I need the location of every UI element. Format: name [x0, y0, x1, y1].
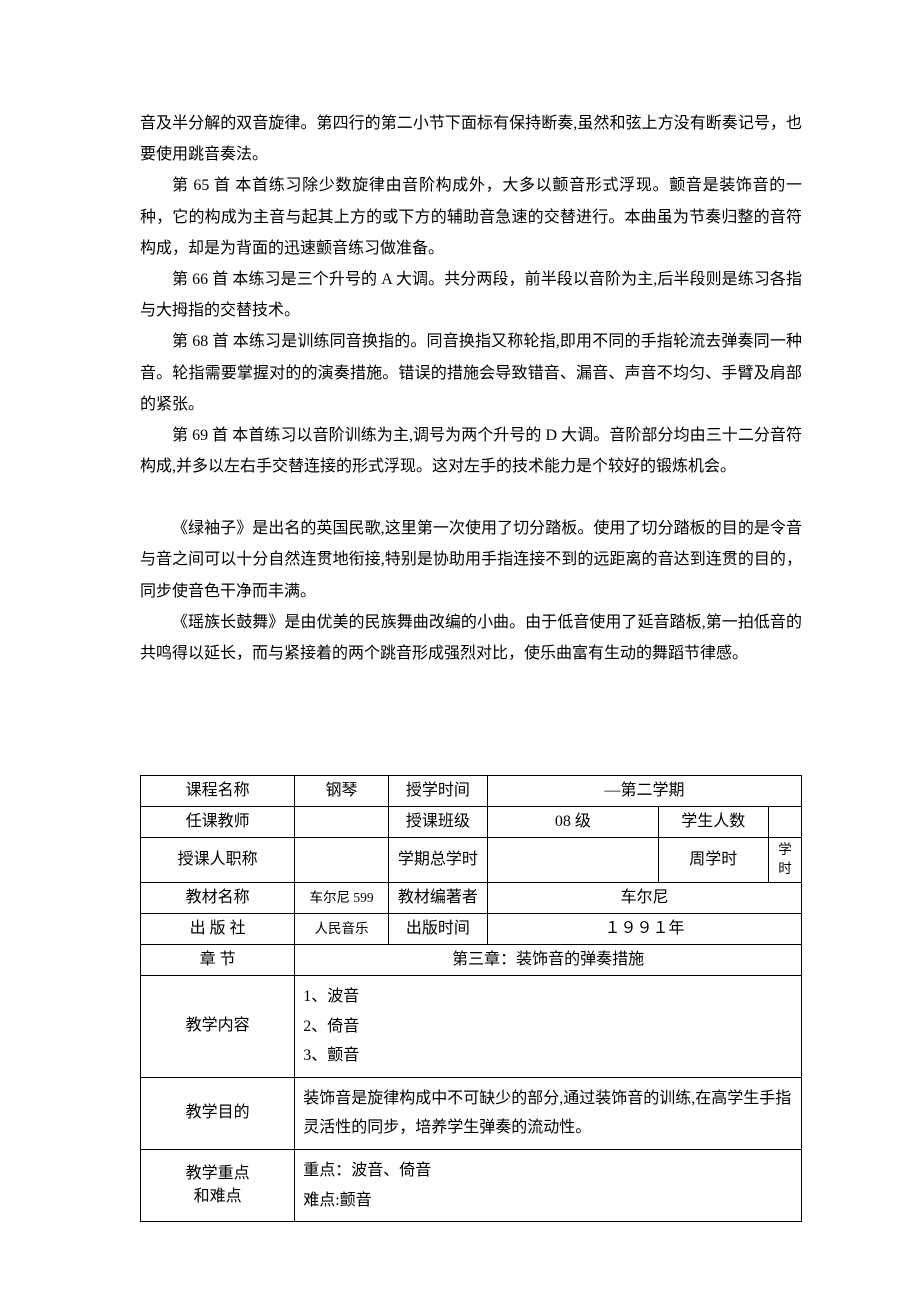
- paragraph-piece-69: 第 69 首 本首练习以音阶训练为主,调号为两个升号的 D 大调。音阶部分均由三…: [140, 420, 802, 482]
- cell-teach-time-label: 授学时间: [388, 776, 487, 807]
- cell-week-hours-label: 周学时: [658, 838, 768, 883]
- table-row: 教材名称 车尔尼 599 教材编著者 车尔尼: [141, 882, 802, 913]
- cell-total-hours-label: 学期总学时: [388, 838, 487, 883]
- table-row: 课程名称 钢琴 授学时间 —第二学期: [141, 776, 802, 807]
- cell-teacher-label: 任课教师: [141, 807, 295, 838]
- cell-chapter-value: 第三章：装饰音的弹奏措施: [295, 944, 802, 975]
- cell-title-label: 授课人职称: [141, 838, 295, 883]
- cell-teacher-value: [295, 807, 389, 838]
- cell-author-value: 车尔尼: [487, 882, 801, 913]
- cell-publisher-label: 出 版 社: [141, 913, 295, 944]
- cell-course-name-value: 钢琴: [295, 776, 389, 807]
- table-row: 授课人职称 学期总学时 周学时 学时: [141, 838, 802, 883]
- course-info-table: 课程名称 钢琴 授学时间 —第二学期 任课教师 授课班级 08 级 学生人数 授…: [140, 775, 802, 1222]
- table-row: 教学内容 1、波音2、倚音3、颤音: [141, 975, 802, 1077]
- paragraph-continuation: 音及半分解的双音旋律。第四行的第二小节下面标有保持断奏,虽然和弦上方没有断奏记号…: [140, 108, 802, 170]
- table-row: 教学目的 装饰音是旋律构成中不可缺少的部分,通过装饰音的训练,在高学生手指灵活性…: [141, 1077, 802, 1149]
- cell-student-count-label: 学生人数: [658, 807, 768, 838]
- cell-pubtime-label: 出版时间: [388, 913, 487, 944]
- paragraph-greensleeves: 《绿袖子》是出名的英国民歌,这里第一次使用了切分踏板。使用了切分踏板的目的是令音…: [140, 513, 802, 607]
- cell-class-value: 08 级: [487, 807, 658, 838]
- cell-total-hours-value: [487, 838, 658, 883]
- cell-textbook-label: 教材名称: [141, 882, 295, 913]
- cell-textbook-value: 车尔尼 599: [295, 882, 389, 913]
- cell-course-name-label: 课程名称: [141, 776, 295, 807]
- paragraph-piece-65: 第 65 首 本首练习除少数旋律由音阶构成外，大多以颤音形式浮现。颤音是装饰音的…: [140, 170, 802, 264]
- cell-keypoints-label: 教学重点和难点: [141, 1149, 295, 1221]
- cell-objective-value: 装饰音是旋律构成中不可缺少的部分,通过装饰音的训练,在高学生手指灵活性的同步，培…: [295, 1077, 802, 1149]
- cell-chapter-label: 章 节: [141, 944, 295, 975]
- cell-publisher-value: 人民音乐: [295, 913, 389, 944]
- cell-keypoints-value: 重点：波音、倚音难点:颤音: [295, 1149, 802, 1221]
- cell-class-label: 授课班级: [388, 807, 487, 838]
- cell-pubtime-value: １９９１年: [487, 913, 801, 944]
- paragraph-piece-68: 第 68 首 本练习是训练同音换指的。同音换指又称轮指,即用不同的手指轮流去弹奏…: [140, 326, 802, 420]
- cell-content-label: 教学内容: [141, 975, 295, 1077]
- page-container: 音及半分解的双音旋律。第四行的第二小节下面标有保持断奏,虽然和弦上方没有断奏记号…: [0, 0, 920, 1282]
- table-row: 教学重点和难点 重点：波音、倚音难点:颤音: [141, 1149, 802, 1221]
- cell-title-value: [295, 838, 389, 883]
- paragraph-piece-66: 第 66 首 本练习是三个升号的 A 大调。共分两段，前半段以音阶为主,后半段则…: [140, 264, 802, 326]
- cell-content-value: 1、波音2、倚音3、颤音: [295, 975, 802, 1077]
- blank-line: [140, 482, 802, 513]
- table-row: 出 版 社 人民音乐 出版时间 １９９１年: [141, 913, 802, 944]
- table-row: 任课教师 授课班级 08 级 学生人数: [141, 807, 802, 838]
- cell-teach-time-value: —第二学期: [487, 776, 801, 807]
- course-table-wrap: 课程名称 钢琴 授学时间 —第二学期 任课教师 授课班级 08 级 学生人数 授…: [140, 775, 802, 1222]
- paragraph-yao-dance: 《瑶族长鼓舞》是由优美的民族舞曲改编的小曲。由于低音使用了延音踏板,第一拍低音的…: [140, 607, 802, 669]
- cell-author-label: 教材编著者: [388, 882, 487, 913]
- cell-objective-label: 教学目的: [141, 1077, 295, 1149]
- table-row: 章 节 第三章：装饰音的弹奏措施: [141, 944, 802, 975]
- cell-week-hours-value: 学时: [768, 838, 801, 883]
- cell-student-count-value: [768, 807, 801, 838]
